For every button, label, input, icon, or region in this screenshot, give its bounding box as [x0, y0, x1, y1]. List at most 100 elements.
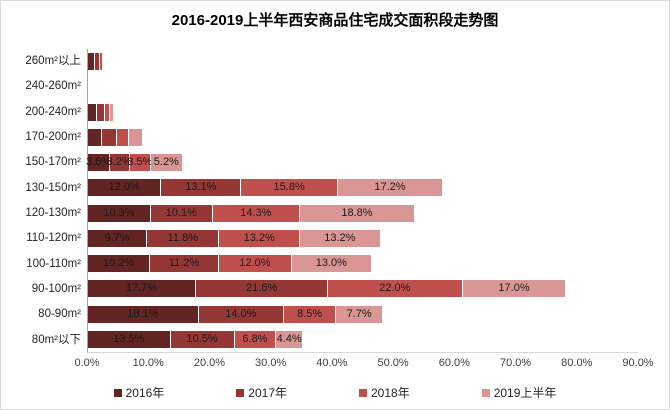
- chart-title: 2016-2019上半年西安商品住宅成交面积段走势图: [171, 12, 499, 29]
- bar-row: [88, 128, 638, 146]
- bar-value-label: 18.8%: [341, 206, 373, 219]
- category-label: 120-130m²: [25, 207, 81, 220]
- bar-segment: 3.6%: [85, 154, 112, 172]
- bar-value-label: 13.5%: [113, 332, 145, 345]
- legend-swatch-icon: [236, 388, 245, 397]
- bar-segment: 8.5%: [284, 305, 337, 323]
- bar-value-label: 17.2%: [374, 181, 406, 194]
- bar-value-label: 18.1%: [127, 307, 159, 320]
- bar-value-label: 4.4%: [276, 332, 302, 345]
- bar-segment: 13.0%: [292, 255, 372, 273]
- bar-segment: 5.2%: [150, 154, 183, 172]
- legend: 2016年 2017年 2018年 2019上半年: [1, 384, 669, 401]
- bar-segment: [88, 103, 98, 121]
- bar-segment: [89, 78, 90, 96]
- legend-item: 2017年: [236, 384, 287, 401]
- category-label: 80-90m²: [38, 308, 81, 321]
- bar-segment: [102, 128, 117, 146]
- x-tick-label: 40.0%: [316, 357, 348, 369]
- bar-value-label: 8.5%: [297, 307, 323, 320]
- plot-area: 3.6% 3.2% 3.5% 5.2% 12.0% 13.1% 15.8% 17.2% 10.3…: [85, 49, 638, 353]
- bar-value-label: 13.2%: [324, 231, 356, 244]
- bar-segment: 4.4%: [276, 330, 304, 348]
- bar-value-label: 3.2%: [106, 156, 132, 169]
- bar-segment: 21.6%: [196, 280, 329, 298]
- bar-value-label: 15.8%: [273, 181, 305, 194]
- legend-swatch-icon: [359, 388, 367, 397]
- bar-segment: 9.7%: [88, 229, 148, 247]
- bar-segment: 14.3%: [212, 204, 301, 222]
- bar-segment: [88, 53, 95, 71]
- bar-segment: 3.5%: [127, 154, 153, 172]
- bar-segment: [88, 128, 103, 146]
- bar-value-label: 10.3%: [103, 206, 135, 219]
- bar-value-label: 3.6%: [85, 156, 112, 169]
- x-tick-label: 80.0%: [561, 357, 593, 369]
- bar-row: [88, 53, 638, 71]
- bar-segment: 11.8%: [147, 229, 220, 247]
- bar-row: [88, 78, 638, 96]
- bar-value-label: 11.8%: [167, 231, 198, 244]
- bar-row: [88, 103, 638, 121]
- category-label: 80m²以下: [31, 333, 81, 346]
- category-label: 150-170m²: [25, 156, 81, 169]
- bar-value-label: 5.2%: [153, 156, 179, 169]
- bar-segment: [102, 53, 104, 71]
- bar-value-label: 3.5%: [127, 156, 153, 169]
- bar-value-label: 10.5%: [186, 332, 218, 345]
- bar-value-label: 21.6%: [246, 282, 278, 295]
- bar-value-label: 7.7%: [346, 307, 372, 320]
- bar-row: 12.0% 13.1% 15.8% 17.2%: [88, 179, 638, 197]
- bar-segment: 10.1%: [150, 204, 213, 222]
- bar-value-label: 13.2%: [243, 231, 275, 244]
- category-label: 90-100m²: [31, 283, 81, 296]
- bar-segment: 12.0%: [88, 179, 162, 197]
- bar-value-label: 13.1%: [185, 181, 217, 194]
- x-tick-label: 30.0%: [255, 357, 287, 369]
- legend-swatch-icon: [113, 388, 122, 397]
- bar-value-label: 10.2%: [103, 257, 135, 270]
- category-label: 100-110m²: [26, 257, 81, 270]
- bar-value-label: 17.0%: [498, 282, 530, 295]
- x-tick-label: 20.0%: [193, 357, 226, 369]
- bar-segment: 6.8%: [234, 330, 277, 348]
- legend-label: 2019上半年: [493, 386, 557, 400]
- bar-row: 9.7% 11.8% 13.2% 13.2%: [88, 229, 638, 247]
- bar-segment: 13.1%: [161, 179, 242, 197]
- bar-segment: [99, 53, 103, 71]
- legend-label: 2018年: [371, 386, 410, 400]
- x-tick-label: 10.0%: [132, 357, 164, 369]
- legend-swatch-icon: [481, 388, 490, 397]
- bar-segment: 10.5%: [170, 330, 235, 348]
- bar-segment: 10.3%: [88, 204, 151, 222]
- category-label: 110-120m²: [26, 232, 81, 245]
- bar-row: 10.2% 11.2% 12.0% 13.0%: [88, 255, 638, 273]
- bar-value-label: 10.1%: [165, 206, 197, 219]
- bar-segment: 14.0%: [198, 305, 285, 323]
- bar-segment: [105, 103, 110, 121]
- bar-row: 18.1% 14.0% 8.5% 7.7%: [88, 305, 638, 323]
- bar-segment: [116, 128, 129, 146]
- bar-value-label: 12.0%: [108, 181, 140, 194]
- bar-segment: 22.0%: [328, 280, 463, 298]
- legend-item: 2016年: [113, 384, 164, 401]
- bar-segment: 17.2%: [337, 179, 444, 197]
- bar-segment: [97, 103, 106, 121]
- bar-segment: [91, 78, 93, 96]
- bar-segment: 13.5%: [88, 330, 171, 348]
- bar-value-label: 14.0%: [225, 307, 257, 320]
- bar-segment: 3.2%: [106, 154, 132, 172]
- bar-segment: 12.0%: [218, 255, 293, 273]
- bar-segment: [128, 128, 143, 146]
- x-tick-label: 60.0%: [438, 357, 470, 369]
- bar-segment: [90, 78, 91, 96]
- bar-value-label: 22.0%: [379, 282, 411, 295]
- bar-value-label: 11.2%: [168, 257, 200, 270]
- bar-segment: 15.8%: [241, 179, 338, 197]
- x-tick-label: 70.0%: [499, 357, 532, 369]
- y-axis-labels: 260m²以上 240-260m² 200-240m² 170-200m² 150-17…: [1, 49, 81, 353]
- bar-segment: 11.2%: [150, 255, 219, 273]
- bar-row: 17.7% 21.6% 22.0% 17.0%: [88, 280, 638, 298]
- bar-segment: 18.1%: [88, 305, 199, 323]
